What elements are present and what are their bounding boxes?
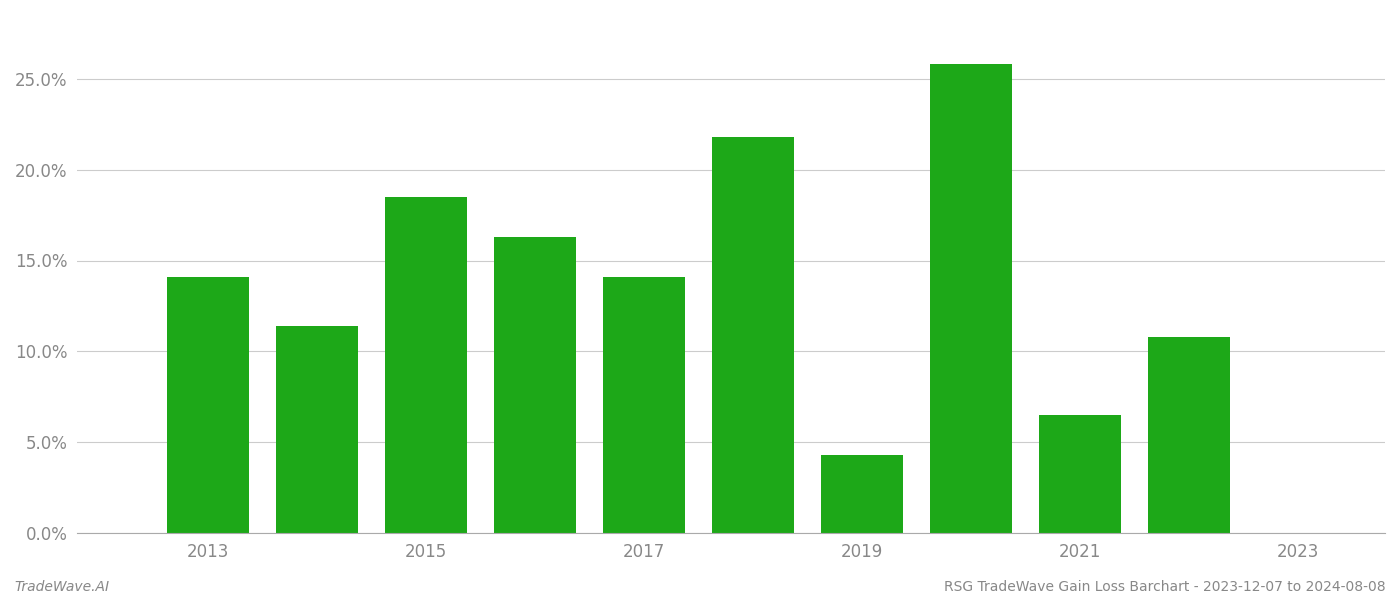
Text: RSG TradeWave Gain Loss Barchart - 2023-12-07 to 2024-08-08: RSG TradeWave Gain Loss Barchart - 2023-… [945,580,1386,594]
Bar [494,237,575,533]
Bar [1148,337,1229,533]
Bar [930,64,1012,533]
Bar [820,455,903,533]
Bar [1039,415,1121,533]
Bar [167,277,249,533]
Bar [713,137,794,533]
Bar [603,277,685,533]
Bar [385,197,466,533]
Text: TradeWave.AI: TradeWave.AI [14,580,109,594]
Bar [276,326,358,533]
